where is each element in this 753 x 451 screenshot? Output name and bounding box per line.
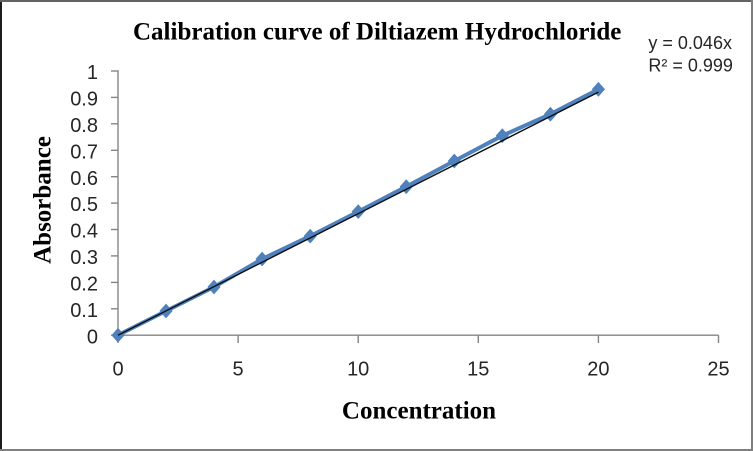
svg-text:0.8: 0.8 [70, 115, 98, 137]
svg-text:R² = 0.999: R² = 0.999 [648, 56, 733, 76]
svg-text:0.4: 0.4 [70, 221, 98, 243]
svg-text:25: 25 [707, 358, 729, 380]
svg-text:0.5: 0.5 [70, 194, 98, 216]
svg-text:5: 5 [233, 358, 244, 380]
svg-text:Calibration curve of Diltiazem: Calibration curve of Diltiazem Hydrochlo… [133, 18, 621, 45]
svg-text:0.2: 0.2 [70, 274, 98, 296]
svg-text:Concentration: Concentration [342, 398, 496, 425]
svg-text:0.1: 0.1 [70, 300, 98, 322]
svg-text:0: 0 [112, 358, 123, 380]
svg-text:1: 1 [87, 62, 98, 84]
svg-text:20: 20 [587, 358, 609, 380]
svg-text:0: 0 [87, 326, 98, 348]
svg-text:0.7: 0.7 [70, 141, 98, 163]
svg-text:15: 15 [467, 358, 489, 380]
svg-text:0.6: 0.6 [70, 168, 98, 190]
svg-text:y = 0.046x: y = 0.046x [648, 33, 732, 53]
svg-text:10: 10 [347, 358, 369, 380]
svg-text:Absorbance: Absorbance [29, 136, 56, 264]
svg-text:0.3: 0.3 [70, 247, 98, 269]
svg-text:0.9: 0.9 [70, 89, 98, 111]
